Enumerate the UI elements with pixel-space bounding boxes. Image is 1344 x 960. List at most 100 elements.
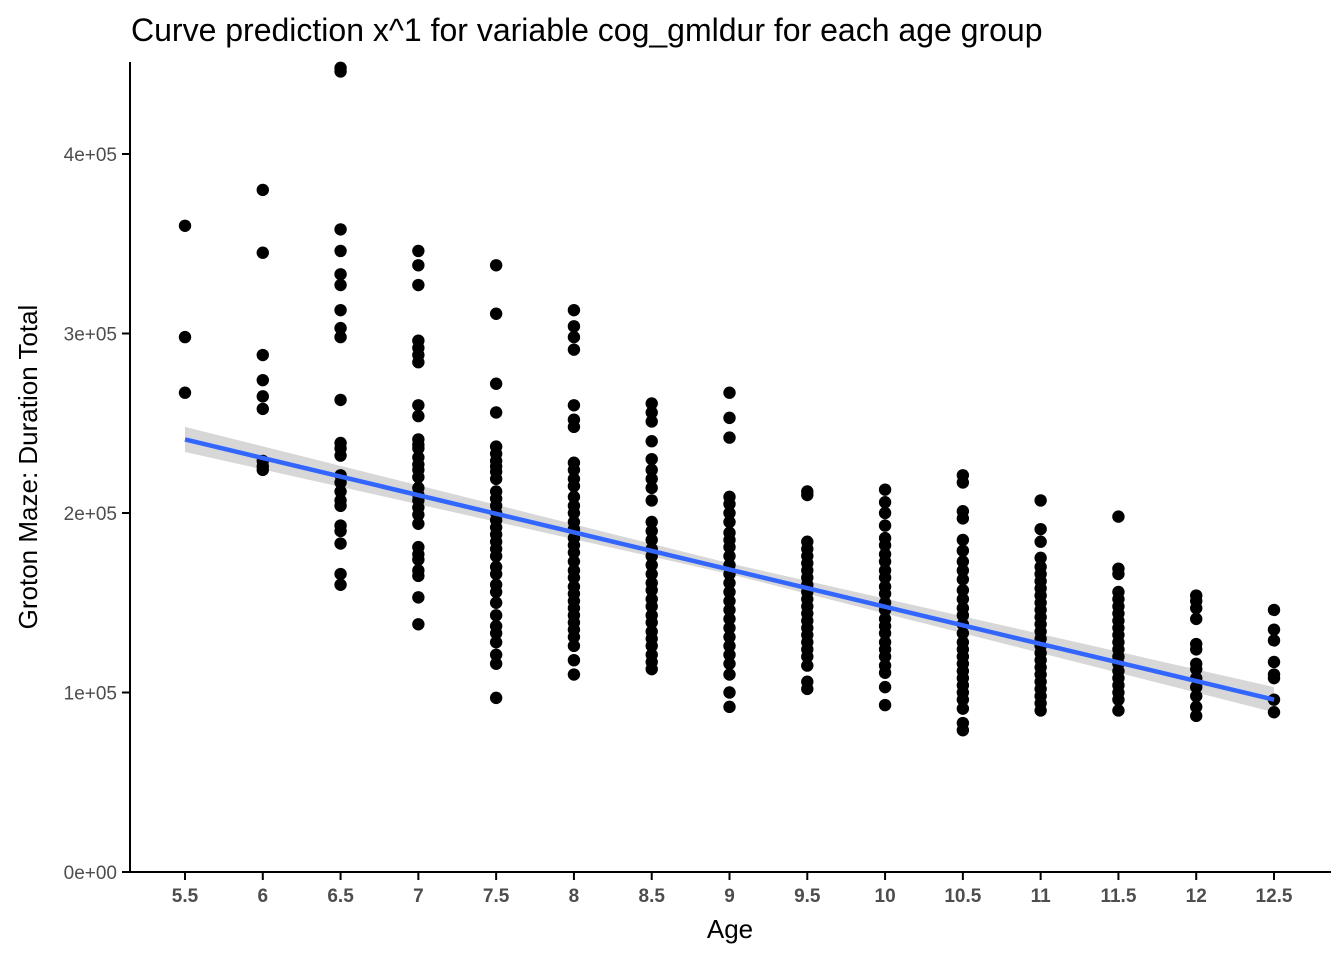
data-point: [256, 390, 269, 403]
x-tick-label: 9: [724, 886, 735, 907]
data-point: [801, 488, 814, 502]
data-point: [723, 386, 736, 399]
data-point: [412, 470, 425, 484]
data-point: [723, 668, 736, 681]
data-point: [645, 662, 658, 676]
data-point: [1267, 706, 1281, 719]
data-point: [412, 517, 425, 530]
data-point: [567, 555, 581, 568]
data-point: [412, 553, 425, 566]
data-point: [334, 330, 347, 344]
data-point: [1112, 704, 1125, 717]
data-point: [334, 449, 347, 462]
y-tick-label: 2e+05: [64, 504, 117, 525]
data-point: [1034, 704, 1047, 717]
data-point: [567, 571, 581, 584]
x-tick-label: 12.5: [1256, 886, 1293, 907]
data-point: [1112, 567, 1125, 581]
data-point: [334, 65, 347, 78]
data-point: [1267, 603, 1281, 617]
data-point: [334, 578, 347, 591]
data-point: [723, 621, 736, 635]
x-tick-label: 12: [1186, 886, 1207, 907]
y-axis-title: Groton Maze: Duration Total: [13, 305, 43, 630]
data-point: [489, 567, 503, 581]
data-point: [334, 567, 347, 581]
data-point: [956, 592, 970, 606]
data-point: [645, 567, 658, 581]
data-point: [412, 442, 425, 455]
x-tick-label: 6: [257, 886, 268, 907]
data-point: [645, 558, 658, 572]
x-tick-label: 11.5: [1100, 886, 1136, 907]
data-point: [878, 483, 892, 496]
data-point: [723, 506, 736, 520]
data-point: [956, 693, 970, 706]
x-tick-label: 10.5: [944, 886, 981, 907]
x-tick-label: 7.5: [483, 886, 510, 907]
data-point: [956, 702, 970, 715]
data-point: [567, 343, 581, 356]
data-point: [723, 431, 736, 444]
data-point: [1112, 693, 1125, 706]
data-point: [256, 463, 269, 477]
data-point: [956, 476, 970, 489]
data-point: [723, 686, 736, 699]
y-tick-label: 0e+00: [64, 863, 117, 884]
data-point: [723, 657, 736, 670]
data-point: [256, 246, 269, 259]
data-point: [1267, 634, 1281, 647]
data-point: [489, 691, 503, 705]
data-point: [645, 435, 658, 448]
data-point: [567, 639, 581, 653]
data-point: [956, 533, 970, 547]
data-point: [801, 650, 814, 663]
data-point: [1190, 700, 1203, 714]
data-point: [567, 653, 581, 667]
x-tick-label: 8: [569, 886, 580, 907]
data-point: [878, 506, 892, 520]
data-point: [567, 668, 581, 681]
data-point: [878, 680, 892, 694]
data-point: [723, 648, 736, 662]
data-point: [567, 330, 581, 344]
data-point: [489, 472, 503, 486]
data-point: [489, 596, 503, 609]
data-point: [723, 549, 736, 563]
data-point: [567, 303, 581, 317]
data-point: [489, 549, 503, 563]
data-point: [645, 463, 658, 477]
data-point: [1190, 601, 1203, 615]
y-tick-label: 1e+05: [64, 684, 117, 705]
data-point: [645, 406, 658, 419]
data-point: [956, 573, 970, 586]
data-point: [878, 539, 892, 552]
data-point: [723, 612, 736, 626]
data-point: [334, 537, 347, 550]
data-point: [412, 278, 425, 292]
data-point: [1190, 709, 1203, 723]
data-point: [567, 506, 581, 520]
data-point: [645, 639, 658, 653]
data-point: [334, 223, 347, 236]
data-point: [1034, 535, 1047, 548]
data-point: [956, 512, 970, 525]
data-point: [412, 409, 425, 423]
data-point: [1034, 522, 1047, 536]
data-point: [1190, 662, 1203, 676]
data-point: [412, 259, 425, 272]
data-point: [334, 278, 347, 292]
data-point: [1267, 655, 1281, 669]
data-point: [645, 524, 658, 538]
data-point: [489, 406, 503, 419]
data-point: [1034, 494, 1047, 507]
data-point: [489, 259, 503, 272]
data-point: [723, 411, 736, 425]
data-point: [723, 700, 736, 714]
data-point: [1267, 623, 1281, 636]
data-point: [723, 585, 736, 599]
data-point: [334, 321, 347, 335]
data-point: [489, 307, 503, 320]
